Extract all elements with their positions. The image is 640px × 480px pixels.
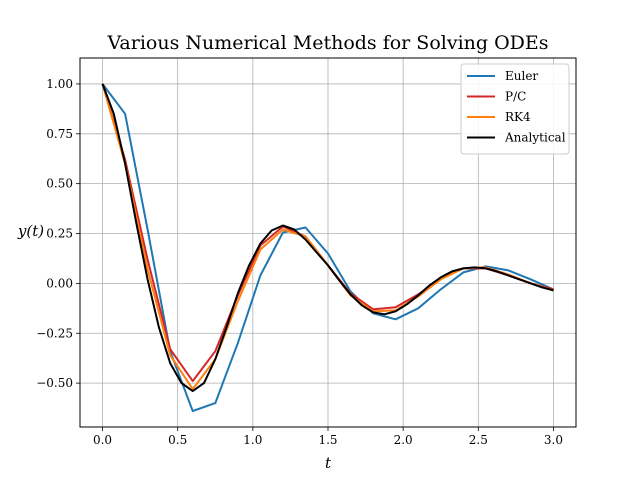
y-tick-label: −0.25 [36, 326, 73, 340]
series-lines [101, 83, 554, 412]
series-line-analytical [101, 83, 554, 393]
legend-label-p-c: P/C [505, 90, 526, 104]
x-axis-title: t [325, 454, 332, 472]
legend-label-analytical: Analytical [504, 131, 566, 145]
chart-title: Various Numerical Methods for Solving OD… [106, 32, 548, 54]
legend-label-rk4: RK4 [505, 110, 531, 124]
x-tick-label: 2.5 [469, 433, 488, 447]
legend: Euler P/C RK4 Analytical [460, 63, 570, 155]
x-tick-label: 0.5 [168, 433, 187, 447]
y-tick-label: 0.25 [46, 227, 73, 241]
y-tick-label: 0.00 [46, 276, 73, 290]
y-axis-title: y(t) [17, 222, 44, 240]
legend-label-euler: Euler [505, 69, 538, 83]
y-tick-label: −0.50 [36, 376, 73, 390]
y-tick-label: 0.75 [46, 127, 73, 141]
y-tick-label: 1.00 [46, 77, 73, 91]
legend-box [460, 63, 570, 155]
x-tick-label: 3.0 [544, 433, 563, 447]
y-tick-label: 0.50 [46, 177, 73, 191]
x-axis-ticks: 0.0 0.5 1.0 1.5 2.0 2.5 3.0 [93, 427, 563, 447]
x-tick-label: 2.0 [394, 433, 413, 447]
x-tick-label: 1.5 [318, 433, 337, 447]
x-tick-label: 0.0 [93, 433, 112, 447]
y-axis-ticks: −0.50 −0.25 0.00 0.25 0.50 0.75 1.00 [36, 77, 80, 390]
x-tick-label: 1.0 [243, 433, 262, 447]
